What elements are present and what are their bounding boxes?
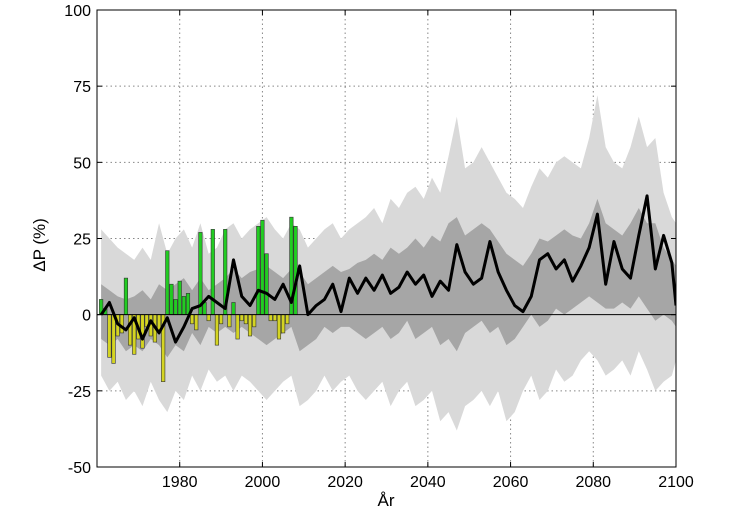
x-tick-label: 2100 [658, 474, 694, 491]
x-tick-label: 2000 [245, 474, 281, 491]
y-axis-label: ΔP (%) [30, 218, 49, 272]
observed-bar [128, 314, 133, 346]
x-tick-label: 1980 [162, 474, 198, 491]
observed-bar [111, 314, 116, 364]
observed-bar [252, 314, 257, 328]
median-line [99, 194, 676, 344]
observed-bar [219, 314, 224, 325]
ticks [97, 9, 677, 468]
observed-bar [256, 226, 261, 315]
observed-bar [264, 253, 269, 315]
x-tick-label: 2080 [575, 474, 611, 491]
observed-bar [293, 226, 298, 315]
observed-bar [247, 314, 253, 337]
observed-bar [235, 314, 240, 340]
y-tick-label: 75 [73, 79, 91, 96]
y-tick-label: 0 [82, 308, 91, 325]
observed-bar [239, 314, 244, 322]
y-tick-label: 25 [73, 232, 91, 249]
observed-bar [169, 283, 174, 315]
observed-bar [281, 314, 286, 334]
observed-bar [173, 299, 178, 315]
observed-bar [268, 314, 273, 322]
observed-bar [190, 314, 195, 325]
observed-bar [123, 277, 129, 315]
y-tick-label: -25 [68, 384, 91, 401]
observed-bar [231, 302, 236, 315]
x-tick-label: 2060 [493, 474, 529, 491]
observed-bar [177, 280, 182, 315]
y-tick-label: 100 [64, 3, 91, 20]
observed-bar [140, 314, 145, 349]
observed-bar [214, 314, 219, 346]
observed-bar [260, 219, 265, 315]
observed-bar [181, 296, 186, 315]
tick-labels: 1980 2000 2020 2040 2060 2080 2100 100 75 50 25 0 -2… [64, 3, 694, 491]
y-tick-label: -50 [68, 460, 91, 477]
observed-bar [194, 314, 199, 331]
observed-bar [276, 314, 282, 340]
y-tick-label: 50 [73, 155, 91, 172]
observed-bar [243, 314, 248, 325]
x-axis-label: År [378, 491, 395, 510]
observed-bar [165, 250, 170, 315]
observed-bar [206, 314, 211, 322]
x-tick-label: 2020 [327, 474, 363, 491]
observed-bar [227, 314, 232, 328]
observed-bar [272, 314, 277, 322]
observed-bar [285, 314, 290, 325]
observed-bar [107, 314, 112, 358]
observed-bar [119, 314, 124, 334]
x-tick-label: 2040 [410, 474, 446, 491]
